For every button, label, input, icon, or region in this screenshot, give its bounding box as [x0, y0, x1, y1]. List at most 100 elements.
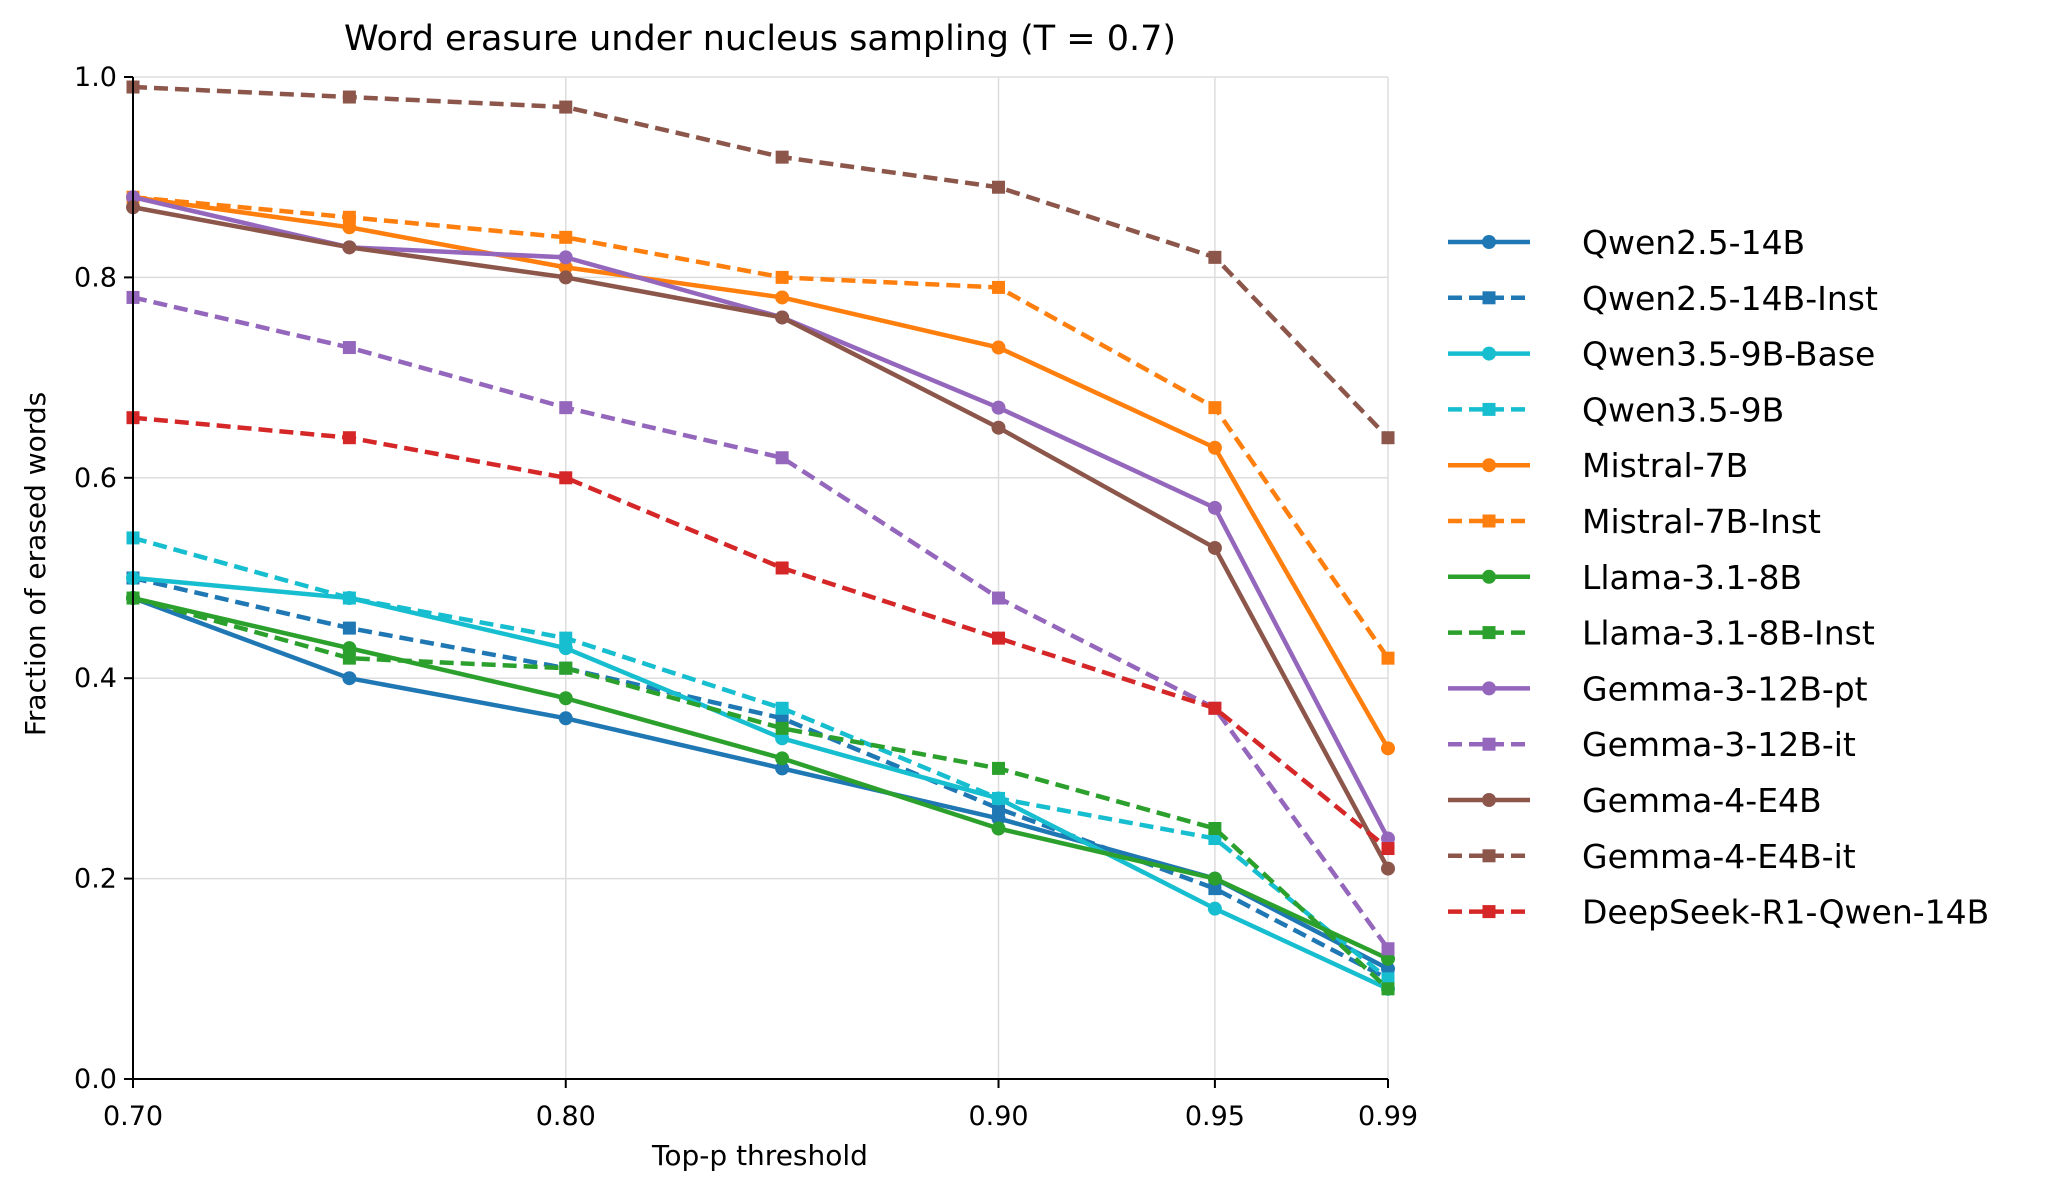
data-point — [1381, 972, 1395, 986]
series-gemma-3-12b-it — [126, 290, 1395, 956]
data-point — [342, 90, 356, 104]
data-point — [775, 711, 789, 725]
legend-marker — [1482, 793, 1496, 807]
data-point — [991, 400, 1006, 415]
data-point — [991, 821, 1006, 836]
data-point — [342, 210, 356, 224]
y-tick-label: 1.0 — [74, 62, 117, 93]
data-point — [992, 761, 1006, 775]
data-point — [1207, 871, 1222, 886]
data-point — [1381, 982, 1395, 996]
data-point — [1208, 822, 1222, 835]
data-point — [1381, 961, 1395, 976]
x-tick-label: 0.99 — [1358, 1101, 1418, 1132]
data-point — [775, 761, 790, 776]
plot-series — [126, 80, 1395, 996]
legend-label: Llama-3.1-8B-Inst — [1582, 614, 1875, 653]
data-point — [1208, 701, 1222, 715]
data-point — [775, 701, 789, 715]
data-point — [558, 711, 573, 726]
series-qwen2-5-14b-inst — [126, 571, 1395, 986]
legend-entry: Gemma-3-12B-it — [1448, 725, 1856, 764]
data-point — [559, 631, 573, 645]
data-point — [775, 310, 790, 325]
data-point — [775, 731, 790, 746]
legend-label: Mistral-7B — [1582, 446, 1748, 485]
legend-marker — [1482, 681, 1496, 696]
data-point — [559, 471, 573, 485]
data-point — [992, 280, 1006, 294]
y-tick-label: 0.0 — [74, 1064, 117, 1095]
legend-marker — [1482, 514, 1496, 528]
data-point — [559, 100, 573, 114]
legend-entry: Gemma-4-E4B-it — [1448, 837, 1856, 876]
legend-marker — [1482, 402, 1496, 416]
legend-label: Gemma-3-12B-pt — [1582, 669, 1868, 708]
y-tick-label: 0.2 — [74, 864, 117, 895]
series-gemma-4-e4b — [126, 200, 1395, 876]
data-point — [1208, 882, 1222, 896]
data-point — [1381, 861, 1395, 876]
data-point — [1207, 540, 1222, 555]
data-point — [342, 240, 357, 255]
data-point — [558, 250, 573, 265]
x-tick-label: 0.95 — [1185, 1101, 1245, 1132]
legend-marker — [1482, 626, 1496, 640]
series-llama-3-1-8b-inst — [126, 591, 1395, 996]
data-point — [991, 340, 1006, 355]
chart-title: Word erasure under nucleus sampling (T =… — [344, 19, 1176, 59]
data-point — [775, 451, 789, 465]
data-point — [991, 811, 1006, 826]
data-point — [1381, 842, 1395, 856]
x-tick-label: 0.90 — [968, 1101, 1028, 1132]
legend-label: Gemma-4-E4B — [1582, 781, 1822, 820]
data-point — [992, 791, 1006, 805]
data-point — [991, 420, 1006, 435]
legend-entry: Llama-3.1-8B — [1448, 558, 1802, 597]
data-point — [775, 150, 789, 164]
legend-label: Gemma-4-E4B-it — [1582, 837, 1856, 876]
data-point — [342, 341, 356, 355]
legend-marker — [1482, 569, 1496, 584]
legend-entry: Qwen2.5-14B-Inst — [1448, 279, 1878, 318]
data-point — [1381, 651, 1395, 665]
data-point — [1207, 500, 1222, 515]
legend-marker — [1482, 905, 1496, 919]
grid — [132, 76, 1389, 1080]
legend-marker — [1482, 849, 1496, 863]
x-tick-label: 0.70 — [103, 1101, 163, 1132]
data-point — [1207, 440, 1222, 455]
series-mistral-7b — [126, 190, 1395, 756]
data-point — [1381, 831, 1395, 846]
data-point — [342, 591, 356, 605]
data-point — [775, 561, 789, 575]
legend-label: Mistral-7B-Inst — [1582, 502, 1821, 541]
series-qwen3-5-9b — [126, 531, 1395, 986]
legend-label: Qwen2.5-14B — [1582, 223, 1805, 262]
legend-marker — [1482, 737, 1496, 751]
data-point — [342, 621, 356, 635]
data-point — [992, 631, 1006, 645]
legend-entry: Gemma-3-12B-pt — [1448, 669, 1868, 708]
legend-entry: DeepSeek-R1-Qwen-14B — [1448, 893, 1989, 932]
data-point — [558, 270, 573, 285]
y-tick-label: 0.8 — [74, 262, 117, 293]
data-point — [1381, 951, 1395, 966]
data-point — [775, 290, 790, 305]
x-tick-label: 0.80 — [536, 1101, 596, 1132]
legend: Qwen2.5-14B Qwen2.5-14B-Inst Qwen3.5-9B-Ba… — [1448, 223, 1989, 932]
data-point — [559, 661, 573, 675]
data-point — [775, 270, 789, 284]
data-point — [559, 230, 573, 244]
series-qwen3-5-9b-base — [126, 571, 1395, 996]
data-point — [558, 691, 573, 706]
legend-entry: Qwen2.5-14B — [1448, 223, 1805, 262]
data-point — [1381, 431, 1395, 445]
legend-entry: Qwen3.5-9B — [1448, 390, 1784, 429]
series-line — [132, 84, 1390, 440]
data-point — [1208, 250, 1222, 264]
data-point — [558, 260, 573, 275]
series-line — [132, 535, 1390, 981]
series-line — [132, 415, 1390, 851]
y-tick-label: 0.4 — [74, 663, 117, 694]
